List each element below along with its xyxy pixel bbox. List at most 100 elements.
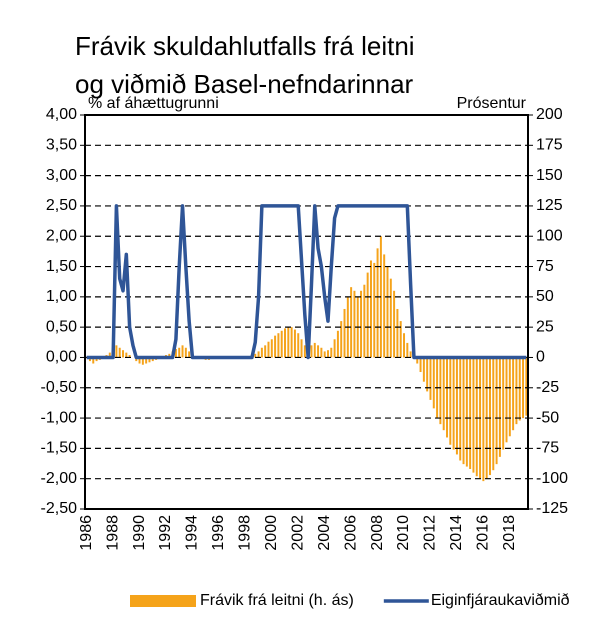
bar	[369, 260, 372, 358]
bar	[495, 357, 498, 465]
bar	[138, 357, 141, 364]
bar	[300, 339, 303, 358]
x-tick-label: 1994	[184, 515, 201, 551]
x-tick-label: 1996	[210, 515, 227, 551]
bar	[360, 290, 363, 358]
bar	[498, 357, 501, 457]
x-tick-label: 2018	[501, 515, 518, 551]
bar	[455, 357, 458, 455]
x-tick-label: 1992	[157, 515, 174, 551]
bar	[168, 353, 171, 358]
bar	[505, 357, 508, 443]
bar	[429, 357, 432, 400]
bar	[274, 335, 277, 358]
bar	[383, 254, 386, 358]
bar	[396, 308, 399, 358]
bar	[525, 357, 528, 416]
bar	[399, 321, 402, 358]
bar	[340, 321, 343, 358]
bar	[122, 350, 125, 358]
bar	[141, 357, 144, 365]
x-tick-label: 2004	[316, 515, 333, 551]
bar	[422, 357, 425, 382]
bar	[333, 339, 336, 358]
y-tick-label: 0,50	[46, 318, 77, 335]
y-axis-label: % af áhættugrunni	[88, 95, 219, 112]
bar	[465, 357, 468, 467]
chart-title: Frávik skuldahlutfalls frá leitni	[75, 31, 415, 61]
y2-tick-label: 50	[536, 288, 554, 305]
x-tick-label: 2000	[263, 515, 280, 551]
y-tick-label: 1,00	[46, 288, 77, 305]
y-tick-label: -2,00	[41, 470, 78, 487]
bar	[350, 287, 353, 358]
y2-tick-label: 125	[536, 197, 563, 214]
y2-tick-label: 100	[536, 227, 563, 244]
bar	[317, 345, 320, 358]
plot-frame	[84, 114, 529, 510]
y-tick-label: 3,50	[46, 137, 77, 154]
bar	[184, 347, 187, 358]
bar	[432, 357, 435, 409]
y-tick-label: 0,00	[46, 349, 77, 366]
x-tick-label: 2002	[289, 515, 306, 551]
bar	[386, 266, 389, 358]
bar	[257, 351, 260, 358]
bar	[406, 342, 409, 358]
y2-tick-label: -50	[536, 409, 559, 426]
bar	[363, 284, 366, 358]
bar	[416, 357, 419, 364]
bar	[426, 357, 429, 392]
bar	[373, 262, 376, 358]
bar	[284, 328, 287, 358]
bar	[452, 357, 455, 450]
bar	[409, 351, 412, 358]
bar	[88, 357, 91, 362]
bar	[442, 357, 445, 431]
bar	[522, 357, 525, 419]
bar	[270, 339, 273, 358]
x-tick-label: 2014	[448, 515, 465, 551]
bar	[320, 347, 323, 358]
y2-tick-label: 150	[536, 167, 563, 184]
x-tick-label: 1990	[131, 515, 148, 551]
bar	[264, 345, 267, 358]
bar	[403, 333, 406, 358]
bar	[293, 329, 296, 358]
legend-swatch	[130, 595, 196, 607]
x-tick-label: 2016	[475, 515, 492, 551]
bar	[475, 357, 478, 477]
bar	[267, 341, 270, 358]
x-tick-label: 2006	[342, 515, 359, 551]
bar	[92, 357, 95, 364]
bar	[469, 357, 472, 469]
bar	[512, 357, 515, 431]
bar	[492, 357, 495, 471]
bar	[145, 357, 148, 364]
bar	[449, 357, 452, 445]
x-tick-label: 2008	[369, 515, 386, 551]
bar	[459, 357, 462, 461]
y-tick-label: -0,50	[41, 379, 78, 396]
bar	[326, 350, 329, 358]
x-tick-label: 2012	[422, 515, 439, 551]
bar	[353, 290, 356, 358]
y2-tick-label: 200	[536, 106, 563, 123]
x-tick-label: 1988	[104, 515, 121, 551]
bar	[108, 352, 111, 358]
y2-tick-label: -125	[536, 500, 568, 517]
y-tick-label: 3,00	[46, 167, 77, 184]
bar	[174, 348, 177, 358]
bar	[128, 355, 131, 358]
line	[86, 204, 527, 360]
bar	[313, 342, 316, 358]
bar	[502, 357, 505, 450]
bar	[389, 278, 392, 358]
y-tick-label: 2,50	[46, 197, 77, 214]
bar	[181, 345, 184, 358]
bar	[419, 357, 422, 373]
bar	[336, 330, 339, 358]
bar	[135, 357, 138, 362]
